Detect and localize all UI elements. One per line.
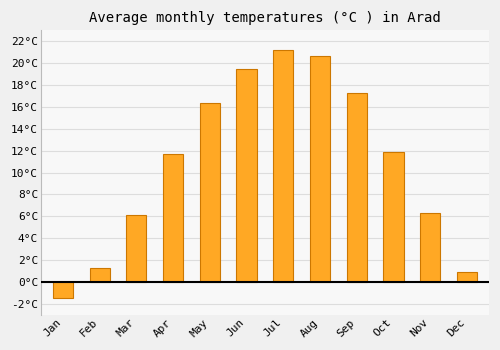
Bar [200, 103, 220, 282]
Bar [384, 152, 404, 282]
Bar [90, 268, 110, 282]
Bar [310, 56, 330, 282]
Bar [346, 93, 367, 282]
Bar [457, 272, 477, 282]
Bar [236, 69, 256, 282]
Bar [53, 282, 73, 298]
Title: Average monthly temperatures (°C ) in Arad: Average monthly temperatures (°C ) in Ar… [89, 11, 441, 25]
Bar [126, 215, 146, 282]
Bar [163, 154, 183, 282]
Bar [273, 50, 293, 282]
Bar [420, 213, 440, 282]
